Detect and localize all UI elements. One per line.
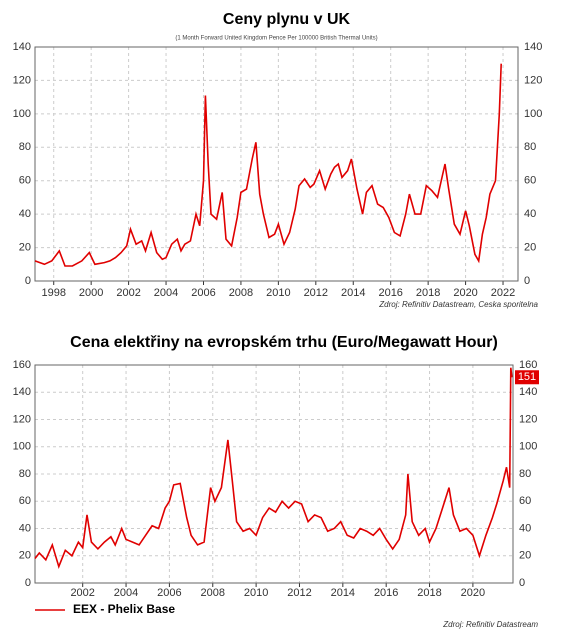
y-tick-label: 20: [19, 241, 31, 253]
x-tick-label: 2006: [157, 587, 181, 599]
y-tick-label: 120: [13, 413, 31, 425]
y-tick-label: 140: [13, 386, 31, 398]
y-tick-label: 60: [19, 175, 31, 187]
legend-label: EEX - Phelix Base: [73, 602, 175, 616]
x-tick-label: 2020: [453, 287, 477, 299]
y-tick-label: 100: [13, 108, 31, 120]
source-note: Zdroj: Refinitiv Datastream, Ceska spori…: [378, 300, 538, 309]
y-tick-label: 20: [19, 550, 31, 562]
x-tick-label: 2010: [266, 287, 290, 299]
y2-tick-label: 80: [524, 141, 536, 153]
y-tick-label: 0: [25, 577, 31, 589]
x-tick-label: 2022: [491, 287, 515, 299]
last-value-label: 151: [518, 371, 536, 383]
y-tick-label: 80: [19, 468, 31, 480]
y-tick-label: 80: [19, 141, 31, 153]
y2-tick-label: 0: [524, 275, 530, 287]
y-tick-label: 60: [19, 495, 31, 507]
y2-tick-label: 0: [519, 577, 525, 589]
x-tick-label: 2014: [331, 587, 355, 599]
data-line: [34, 63, 502, 267]
y2-tick-label: 100: [524, 108, 542, 120]
y-tick-label: 140: [13, 41, 31, 53]
y2-tick-label: 100: [519, 441, 537, 453]
x-tick-label: 2012: [304, 287, 328, 299]
x-tick-label: 2004: [114, 587, 138, 599]
x-tick-label: 1998: [41, 287, 65, 299]
y-tick-label: 40: [19, 208, 31, 220]
y-tick-label: 0: [25, 275, 31, 287]
chart-title: Cena elektřiny na evropském trhu (Euro/M…: [70, 334, 498, 351]
y2-tick-label: 120: [519, 413, 537, 425]
y2-tick-label: 80: [519, 468, 531, 480]
chart-title: Ceny plynu v UK: [223, 11, 351, 28]
x-tick-label: 2002: [116, 287, 140, 299]
x-tick-label: 2006: [191, 287, 215, 299]
x-tick-label: 2014: [341, 287, 365, 299]
x-tick-label: 2018: [416, 287, 440, 299]
plot-frame: [34, 46, 519, 282]
chart-subtitle: (1 Month Forward United Kingdom Pence Pe…: [175, 36, 377, 42]
source-note: Zdroj: Refinitiv Datastream: [442, 620, 538, 629]
y2-tick-label: 60: [524, 175, 536, 187]
y-tick-label: 120: [13, 74, 31, 86]
x-tick-label: 2020: [461, 587, 485, 599]
x-tick-label: 2008: [229, 287, 253, 299]
y2-tick-label: 40: [524, 208, 536, 220]
y2-tick-label: 120: [524, 74, 542, 86]
y-tick-label: 100: [13, 441, 31, 453]
x-tick-label: 2008: [201, 587, 225, 599]
x-tick-label: 2002: [70, 587, 94, 599]
x-tick-label: 2000: [79, 287, 103, 299]
x-tick-label: 2016: [378, 287, 402, 299]
x-tick-label: 2004: [154, 287, 178, 299]
last-value-box: [515, 370, 539, 385]
y-tick-label: 160: [13, 359, 31, 371]
y2-tick-label: 140: [519, 386, 537, 398]
y-tick-label: 40: [19, 522, 31, 534]
x-tick-label: 2012: [287, 587, 311, 599]
y2-tick-label: 20: [524, 241, 536, 253]
y2-tick-label: 160: [519, 359, 537, 371]
x-tick-label: 2018: [417, 587, 441, 599]
data-line: [34, 367, 513, 570]
y2-tick-label: 60: [519, 495, 531, 507]
y2-tick-label: 20: [519, 550, 531, 562]
x-tick-label: 2016: [374, 587, 398, 599]
y2-tick-label: 140: [524, 41, 542, 53]
plot-frame: [34, 364, 514, 584]
x-tick-label: 2010: [244, 587, 268, 599]
y2-tick-label: 40: [519, 522, 531, 534]
